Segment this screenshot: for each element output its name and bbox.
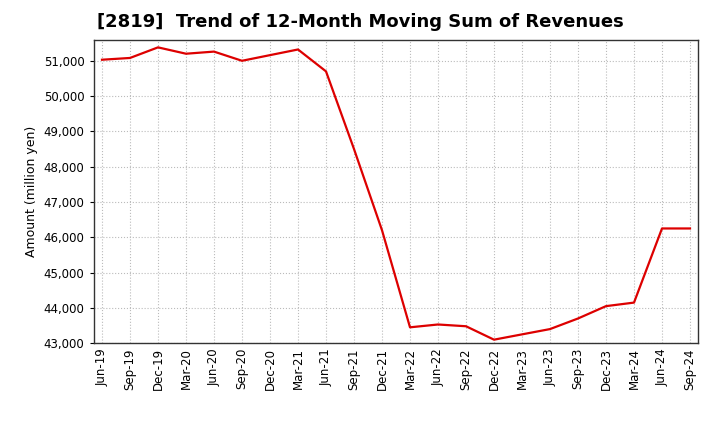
Text: [2819]  Trend of 12-Month Moving Sum of Revenues: [2819] Trend of 12-Month Moving Sum of R… [96,13,624,31]
Y-axis label: Amount (million yen): Amount (million yen) [25,126,38,257]
